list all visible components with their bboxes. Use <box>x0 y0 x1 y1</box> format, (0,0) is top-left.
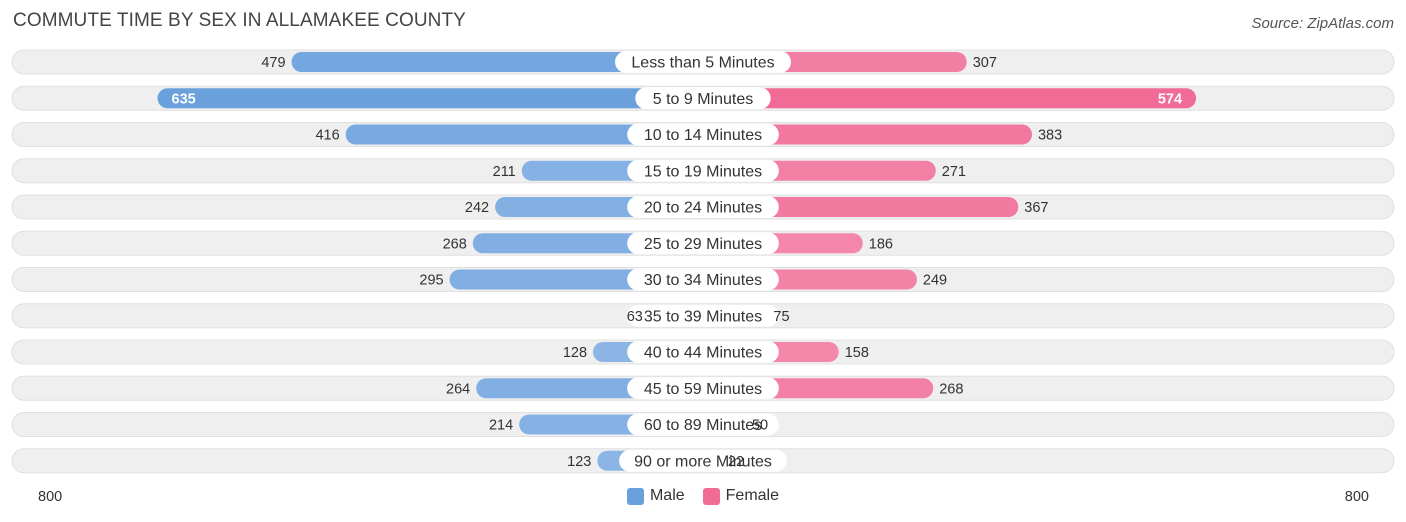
bar-female <box>703 88 1197 109</box>
category-label: 5 to 9 Minutes <box>653 91 754 108</box>
category-pill <box>627 413 779 436</box>
value-label-male: 295 <box>419 273 443 289</box>
value-label-female: 75 <box>773 309 789 325</box>
value-label-male: 479 <box>261 55 285 71</box>
value-label-female: 268 <box>939 381 963 397</box>
category-label: 25 to 29 Minutes <box>644 236 762 253</box>
category-label: 90 or more Minutes <box>634 453 772 470</box>
value-label-female: 158 <box>845 345 869 361</box>
category-pill <box>627 196 779 218</box>
category-label: 15 to 19 Minutes <box>644 163 762 180</box>
value-label-female: 50 <box>752 418 768 434</box>
category-pill <box>615 51 791 73</box>
source-label: Source: ZipAtlas.com <box>1251 15 1394 32</box>
axis-label-right: 800 <box>1344 489 1369 505</box>
category-pill <box>627 123 779 146</box>
value-label-male: 635 <box>172 91 196 107</box>
category-pill <box>635 87 771 110</box>
bar-male <box>157 88 703 109</box>
value-label-male: 123 <box>567 454 591 470</box>
category-label: 30 to 34 Minutes <box>644 272 762 289</box>
value-label-female: 383 <box>1038 128 1062 144</box>
category-pill <box>627 268 779 291</box>
category-label: 60 to 89 Minutes <box>644 417 762 434</box>
legend-label-female: Female <box>725 487 780 504</box>
category-pill <box>627 377 779 400</box>
value-label-male: 264 <box>446 381 470 397</box>
chart-svg: Less than 5 Minutes 479 307 5 to 9 Minutes 6… <box>11 49 1395 474</box>
bar-female <box>703 124 1032 145</box>
value-label-male: 242 <box>465 200 489 216</box>
category-pill <box>627 159 779 182</box>
value-label-female: 367 <box>1024 200 1048 216</box>
value-label-female: 307 <box>973 55 997 71</box>
value-label-female: 22 <box>728 454 744 470</box>
value-label-male: 214 <box>489 418 513 434</box>
category-pill <box>627 341 779 363</box>
category-pill <box>627 304 779 327</box>
bar-male <box>345 124 703 145</box>
bar-male <box>291 52 703 72</box>
legend-label-male: Male <box>649 487 685 504</box>
legend-swatch-female <box>702 487 720 505</box>
category-label: 35 to 39 Minutes <box>644 308 762 325</box>
bar-female <box>703 197 1019 217</box>
axis-label-left: 800 <box>38 489 63 505</box>
legend-item-male[interactable]: Male <box>626 487 685 505</box>
category-label: 45 to 59 Minutes <box>644 381 762 398</box>
value-label-male: 211 <box>493 164 516 180</box>
value-label-male: 268 <box>443 236 467 252</box>
category-label: 10 to 14 Minutes <box>644 127 762 144</box>
value-label-female: 186 <box>869 236 893 252</box>
legend-swatch-male <box>626 487 644 505</box>
chart-title: COMMUTE TIME BY SEX IN ALLAMAKEE COUNTY <box>13 10 466 31</box>
value-label-female: 574 <box>1158 91 1182 107</box>
legend: Male Female <box>0 487 1406 505</box>
value-label-female: 249 <box>923 273 947 289</box>
category-label: 40 to 44 Minutes <box>644 345 762 362</box>
legend-item-female[interactable]: Female <box>702 487 780 505</box>
value-label-male: 128 <box>563 345 587 361</box>
value-label-male: 63 <box>627 309 643 325</box>
value-label-female: 271 <box>942 164 966 180</box>
category-pill <box>627 232 779 255</box>
category-label: Less than 5 Minutes <box>631 55 774 72</box>
category-pill <box>619 449 787 472</box>
category-label: 20 to 24 Minutes <box>644 200 762 217</box>
value-label-male: 416 <box>315 128 339 144</box>
